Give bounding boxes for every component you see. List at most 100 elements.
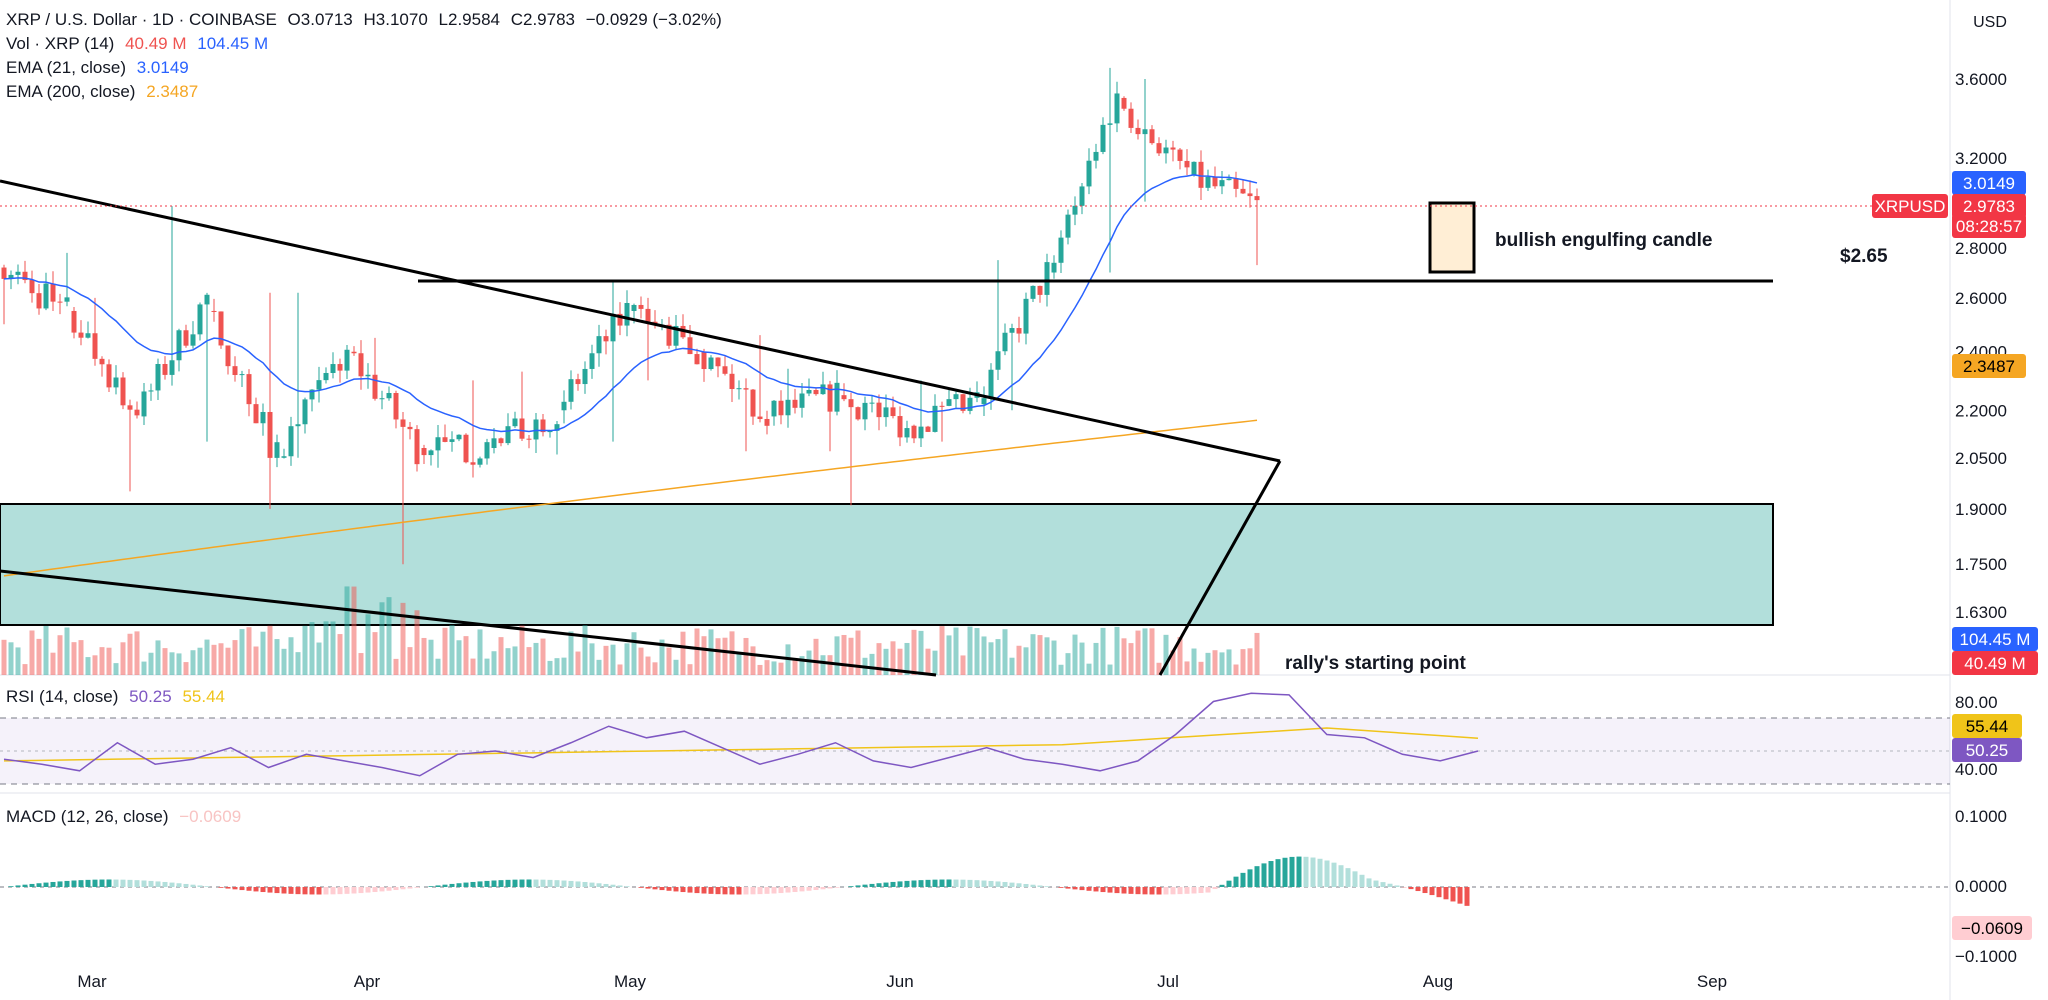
volume-bar (491, 651, 497, 675)
macd-bar (813, 887, 819, 891)
macd-bar (855, 885, 861, 887)
time-axis[interactable]: Mar Apr May Jun Jul Aug Sep (77, 972, 1727, 991)
candle-body (610, 313, 616, 342)
candle-body (505, 426, 511, 444)
volume-bar (1100, 627, 1106, 675)
candle-body (1226, 178, 1232, 181)
volume-bar (757, 664, 763, 675)
macd-bar (477, 881, 483, 887)
volume-bar (932, 650, 938, 675)
descending-trendline-upper[interactable] (0, 179, 1281, 463)
candle-body (302, 399, 308, 425)
candle-body (169, 360, 175, 375)
ema200-label[interactable]: EMA (200, close) (6, 82, 136, 101)
price-tick: 1.6300 (1955, 603, 2007, 622)
macd-bar (246, 887, 252, 891)
high-value: H3.1070 (363, 10, 428, 29)
macd-bar (43, 882, 49, 887)
volume-bar (1212, 650, 1218, 675)
volume-label[interactable]: Vol · XRP (14) (6, 34, 115, 53)
macd-bar (288, 887, 294, 894)
low-value: L2.9584 (438, 10, 500, 29)
macd-bar (1170, 887, 1176, 895)
macd-bar (743, 887, 749, 895)
volume-bar (610, 644, 616, 675)
candle-body (421, 448, 427, 456)
macd-bar (1240, 872, 1246, 887)
volume-bar (1, 639, 7, 675)
macd-bar (1149, 887, 1155, 895)
volume-bar (533, 642, 539, 675)
candle-body (365, 374, 371, 377)
macd-bar (344, 887, 350, 894)
macd-bar (1233, 876, 1239, 887)
macd-bar (687, 887, 693, 893)
macd-bar (764, 887, 770, 894)
macd-bar (1247, 869, 1253, 887)
candle-body (134, 409, 140, 416)
candle-body (246, 374, 252, 405)
candle-body (1065, 214, 1071, 238)
macd-bar (1191, 887, 1197, 894)
macd-bar (946, 879, 952, 887)
macd-bar (57, 881, 63, 887)
macd-bar (1289, 856, 1295, 887)
macd-bar (561, 880, 567, 887)
macd-bar (274, 887, 280, 894)
volume-bar (421, 637, 427, 675)
volume-bar (764, 660, 770, 675)
macd-bar (890, 881, 896, 887)
price-tick: 1.7500 (1955, 555, 2007, 574)
volume-bar (15, 647, 21, 675)
candle-body (631, 304, 637, 311)
volume-bar (792, 660, 798, 675)
symbol-tag: XRPUSD (1875, 197, 1946, 216)
candle-body (337, 364, 343, 371)
candle-body (1016, 328, 1022, 334)
volume-bar (659, 639, 665, 675)
candle-body (295, 424, 301, 427)
volume-bar (204, 639, 210, 675)
volume-bar (1030, 634, 1036, 675)
macd-bar (1338, 865, 1344, 887)
ema21-label[interactable]: EMA (21, close) (6, 58, 126, 77)
candle-body (204, 294, 210, 305)
volume-tag-bg (1952, 651, 2038, 675)
rsi-legend: RSI (14, close) 50.25 55.44 (6, 687, 225, 707)
rsi-label[interactable]: RSI (14, close) (6, 687, 119, 706)
rsi-tag: 50.25 (1966, 741, 2009, 760)
breakout-line[interactable] (1158, 460, 1282, 676)
macd-bar (603, 883, 609, 887)
macd-bar (316, 887, 322, 895)
macd-bar (162, 881, 168, 887)
candle-body (407, 426, 413, 430)
candle-body (148, 390, 154, 392)
macd-label[interactable]: MACD (12, 26, close) (6, 807, 169, 826)
candle-body (673, 325, 679, 346)
candle-body (78, 332, 84, 338)
macd-value: −0.0609 (179, 807, 242, 826)
candle-body (8, 274, 14, 279)
candle-body (1058, 237, 1064, 263)
candle-body (1198, 161, 1204, 188)
volume-bar (113, 663, 119, 675)
volume-bar (540, 638, 546, 675)
macd-bar (547, 879, 553, 887)
macd-bar (358, 887, 364, 894)
symbol-title[interactable]: XRP / U.S. Dollar · 1D · COINBASE (6, 10, 277, 29)
volume-bar (813, 638, 819, 675)
currency-button[interactable]: USD (1973, 14, 2007, 31)
demand-zone[interactable] (0, 503, 1774, 626)
macd-bar (1121, 887, 1127, 894)
macd-bar (1317, 858, 1323, 887)
macd-bar (988, 880, 994, 887)
volume-bar (1002, 629, 1008, 675)
volume-bar (561, 657, 567, 675)
ema200-row: EMA (200, close) 2.3487 (6, 80, 722, 104)
candle-body (547, 430, 553, 433)
descending-trendline-lower[interactable] (0, 569, 937, 677)
macd-bar (484, 880, 490, 887)
ema21-row: EMA (21, close) 3.0149 (6, 56, 722, 80)
engulfing-highlight-box[interactable] (1428, 201, 1476, 274)
